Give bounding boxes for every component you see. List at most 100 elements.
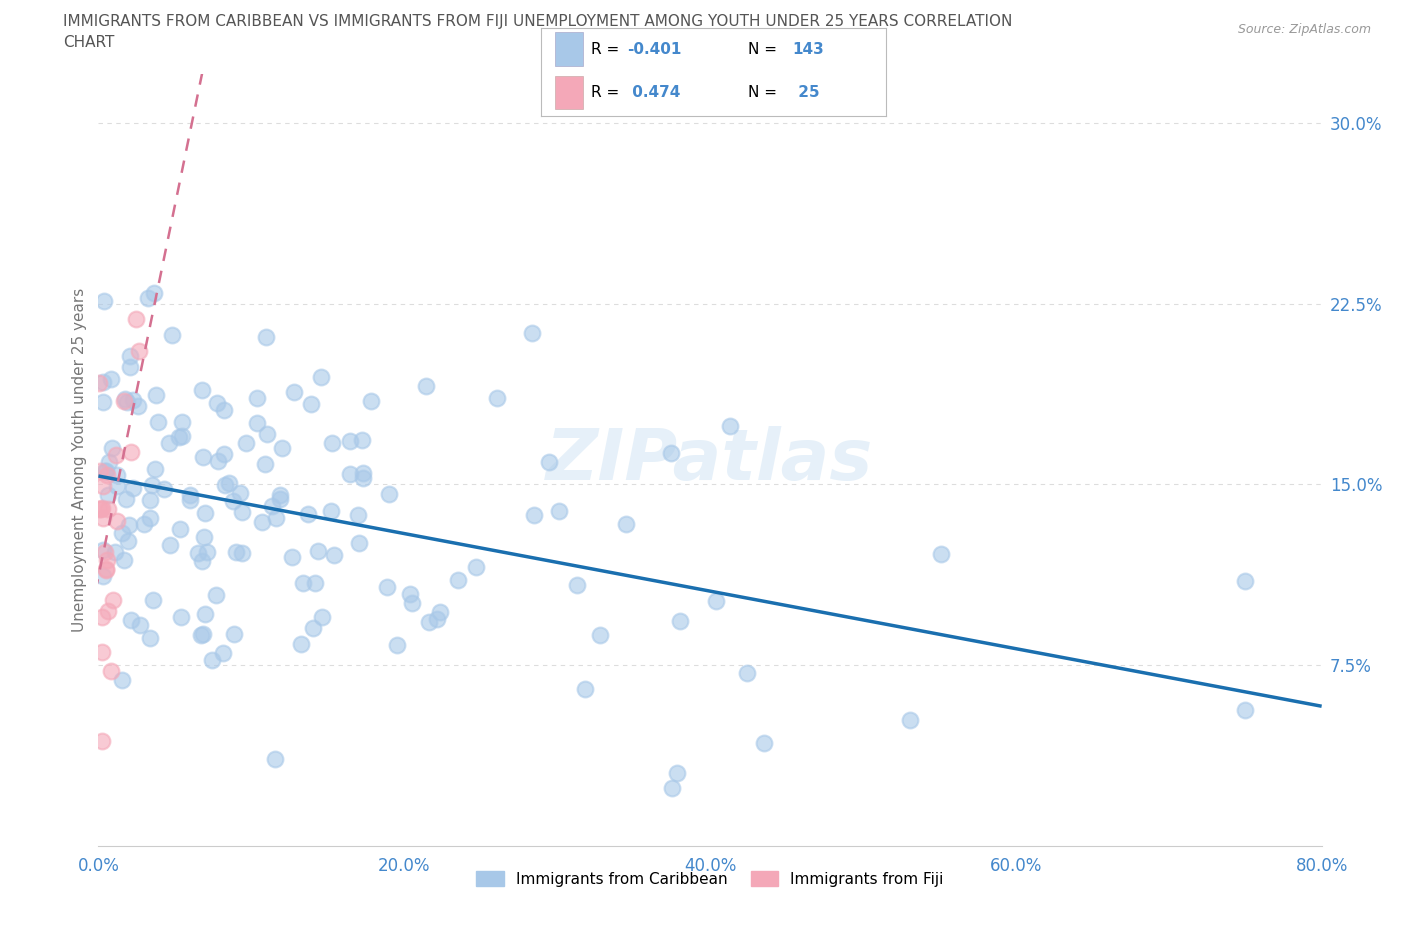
Point bbox=[191, 553, 214, 568]
Point bbox=[302, 621, 325, 636]
Point bbox=[195, 545, 218, 560]
Point bbox=[352, 471, 374, 485]
Point bbox=[94, 463, 117, 478]
Y-axis label: Unemployment Among Youth under 25 years: Unemployment Among Youth under 25 years bbox=[72, 288, 87, 632]
Point bbox=[321, 435, 343, 450]
Point bbox=[194, 606, 217, 621]
Point bbox=[307, 543, 329, 558]
Text: -0.401: -0.401 bbox=[627, 42, 682, 57]
Point bbox=[235, 435, 257, 450]
Point bbox=[169, 521, 191, 536]
Point bbox=[205, 395, 228, 410]
Point bbox=[669, 614, 692, 629]
Point bbox=[212, 645, 235, 660]
Text: CHART: CHART bbox=[63, 35, 115, 50]
Point bbox=[347, 536, 370, 551]
Point bbox=[94, 563, 117, 578]
Point bbox=[129, 618, 152, 632]
Point bbox=[250, 515, 273, 530]
Point bbox=[415, 379, 437, 393]
Point bbox=[96, 467, 118, 482]
Point bbox=[112, 553, 135, 568]
Point bbox=[299, 396, 322, 411]
Point bbox=[112, 394, 135, 409]
Point bbox=[101, 592, 124, 607]
Point bbox=[260, 498, 283, 513]
Point bbox=[93, 294, 115, 309]
Point bbox=[254, 330, 277, 345]
Point bbox=[574, 682, 596, 697]
Point bbox=[350, 432, 373, 447]
Point bbox=[269, 488, 291, 503]
Text: IMMIGRANTS FROM CARIBBEAN VS IMMIGRANTS FROM FIJI UNEMPLOYMENT AMONG YOUTH UNDER: IMMIGRANTS FROM CARIBBEAN VS IMMIGRANTS … bbox=[63, 14, 1012, 29]
Point bbox=[735, 666, 758, 681]
Point bbox=[659, 445, 682, 460]
Point bbox=[162, 327, 184, 342]
Point bbox=[114, 492, 136, 507]
Point bbox=[89, 376, 111, 391]
Point bbox=[311, 610, 333, 625]
Point bbox=[127, 399, 149, 414]
Point bbox=[311, 370, 333, 385]
Point bbox=[138, 512, 160, 526]
Point bbox=[120, 445, 142, 459]
Point bbox=[228, 485, 250, 500]
Point bbox=[143, 286, 166, 300]
Point bbox=[291, 576, 314, 591]
Point bbox=[297, 507, 319, 522]
Point bbox=[589, 627, 612, 642]
Point bbox=[212, 446, 235, 461]
Point bbox=[280, 550, 302, 565]
Point bbox=[96, 552, 118, 567]
Point bbox=[246, 391, 269, 405]
Point bbox=[136, 291, 159, 306]
Point bbox=[319, 503, 342, 518]
Point bbox=[121, 392, 143, 407]
Point bbox=[179, 492, 201, 507]
Point bbox=[614, 516, 637, 531]
Point bbox=[304, 575, 326, 590]
Point bbox=[118, 517, 141, 532]
Point bbox=[194, 506, 217, 521]
Point bbox=[91, 569, 114, 584]
Point bbox=[145, 388, 167, 403]
Point bbox=[231, 546, 253, 561]
Point bbox=[225, 545, 247, 560]
Point bbox=[425, 612, 447, 627]
Point bbox=[120, 613, 142, 628]
Point bbox=[89, 502, 111, 517]
Point bbox=[1234, 573, 1257, 588]
Text: ZIPatlas: ZIPatlas bbox=[547, 426, 873, 495]
Point bbox=[91, 375, 114, 390]
Point bbox=[97, 604, 120, 618]
Point bbox=[91, 644, 114, 659]
Point bbox=[214, 477, 236, 492]
Point bbox=[125, 312, 148, 326]
Point bbox=[205, 588, 228, 603]
Point bbox=[170, 414, 193, 429]
Point bbox=[111, 672, 134, 687]
Point bbox=[339, 433, 361, 448]
Point bbox=[704, 594, 727, 609]
Point bbox=[347, 508, 370, 523]
Point bbox=[231, 505, 253, 520]
Legend: Immigrants from Caribbean, Immigrants from Fiji: Immigrants from Caribbean, Immigrants fr… bbox=[470, 865, 950, 893]
Point bbox=[429, 604, 451, 619]
Bar bbox=[555, 33, 582, 66]
Point bbox=[661, 780, 683, 795]
Point bbox=[105, 468, 128, 483]
Point bbox=[201, 653, 224, 668]
Bar bbox=[555, 75, 582, 109]
Point bbox=[91, 478, 114, 493]
Point bbox=[90, 734, 112, 749]
Point bbox=[222, 627, 245, 642]
Point bbox=[187, 546, 209, 561]
Point bbox=[111, 525, 134, 540]
Point bbox=[105, 513, 128, 528]
Point bbox=[898, 712, 921, 727]
Point bbox=[246, 415, 269, 430]
Point bbox=[159, 538, 181, 552]
Point bbox=[94, 544, 117, 559]
Point bbox=[90, 501, 112, 516]
Point bbox=[91, 543, 114, 558]
